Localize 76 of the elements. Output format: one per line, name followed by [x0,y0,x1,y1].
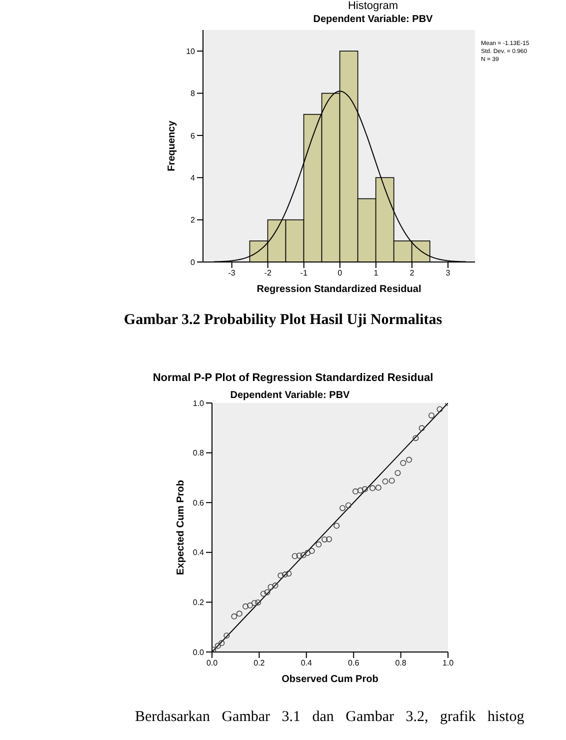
point [282,572,288,578]
point [388,478,395,484]
y-tick-label: 4 [190,173,196,182]
point [268,584,274,590]
point [400,460,406,466]
x-tick-label: -2 [264,268,272,278]
point [272,582,278,589]
y-tick-label: 10 [186,46,196,56]
x-tick-label: 1.0 [442,658,454,668]
point [345,502,352,508]
y-tick-label: 2 [190,216,196,225]
point [255,599,262,606]
y-tick-label: 0.0 [192,648,205,657]
point [326,536,332,542]
x-tick-label: 2 [410,268,415,278]
y-tick-label: 0.8 [192,448,205,458]
point [286,570,292,577]
point [436,406,443,412]
x-axis-title: Regression Standardized Residual [256,284,422,295]
point [292,553,298,560]
x-tick-label: -1 [300,268,308,278]
point [300,552,306,558]
chart-title: Histogram [348,0,398,12]
point [231,613,238,620]
point [246,602,253,608]
x-tick-label: -3 [228,268,236,278]
y-tick-label: 0.4 [192,548,205,558]
x-tick-label: 0.6 [348,658,360,668]
point [418,425,425,432]
chart-subtitle: Dependent Variable: PBV [230,390,350,401]
y-tick-label: 0.2 [192,598,205,608]
y-axis-title: Expected Cum Prob [176,480,187,576]
point [428,412,434,418]
point [242,603,249,610]
point [218,640,225,646]
y-tick-label: 6 [190,131,196,140]
point [340,505,346,512]
point [278,572,284,579]
point [362,486,368,492]
point [308,548,315,554]
x-tick-label: 0.0 [206,658,218,668]
point [296,552,302,559]
point [260,590,266,597]
point [375,484,382,491]
point [264,589,270,596]
point [369,485,376,492]
point [357,487,364,494]
y-tick-label: 0 [190,258,196,267]
x-tick-label: 1 [374,268,379,278]
y-tick-label: 1.0 [192,398,205,408]
point [382,478,388,484]
y-tick-label: 8 [190,89,196,98]
point [394,470,401,476]
y-tick-label: 0.6 [192,498,205,508]
point [236,610,242,617]
point [352,488,358,494]
point [334,522,340,529]
point [224,632,230,639]
text: Berdasarkan Gambar 3.1 dan Gambar 3.2, grafik histog [135,709,524,725]
x-tick-label: 0 [338,268,343,278]
point [406,456,412,463]
point [214,642,221,649]
x-tick-label: 0.8 [395,658,407,668]
point [322,536,328,542]
text: Gambar 3.2 Probability Plot Hasil Uji Normalitas [124,312,442,328]
x-tick-label: 0.2 [254,658,266,668]
x-tick-label: 0.4 [300,658,313,668]
point [251,600,258,606]
point [412,435,419,442]
chart-title: Normal P-P Plot of Regression Standardized Residual [152,372,434,384]
chart-subtitle: Dependent Variable: PBV [313,14,433,25]
point [304,550,311,556]
y-axis-title: Frequency [166,120,178,172]
x-tick-label: 3 [446,268,451,278]
x-axis-title: Observed Cum Prob [282,674,378,685]
point [316,541,322,548]
